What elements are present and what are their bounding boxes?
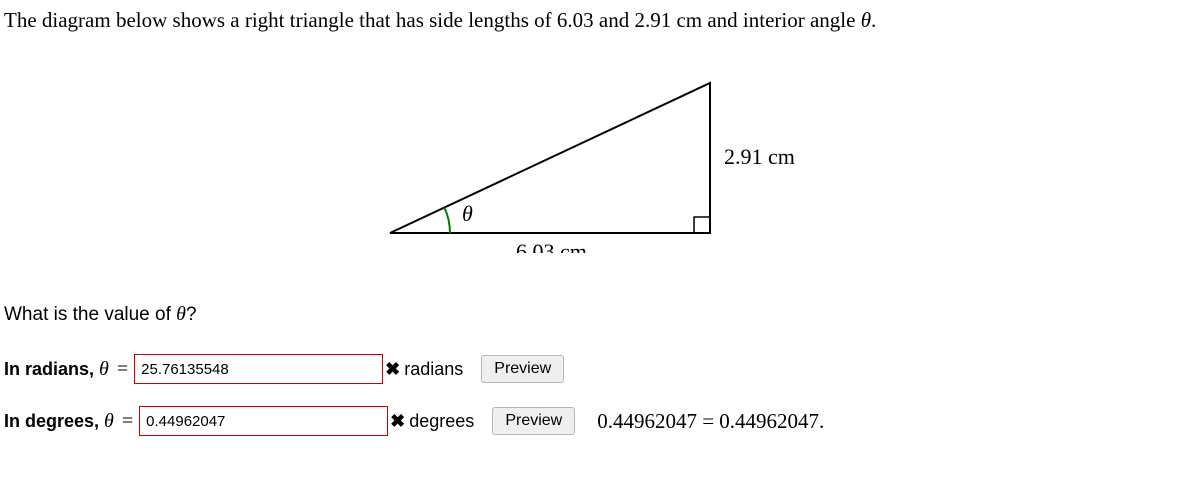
triangle-svg: θ 6.03 cm 2.91 cm (380, 73, 820, 253)
radians-row: In radians, θ = ✖ radians Preview (4, 354, 1196, 384)
radians-unit: radians (404, 359, 463, 380)
prompt-mid: and (594, 8, 635, 32)
question-post: ? (186, 304, 197, 325)
prompt-side2: 2.91 (634, 8, 671, 32)
degrees-input[interactable] (139, 406, 388, 436)
svg-text:2.91 cm: 2.91 cm (724, 144, 795, 169)
problem-statement: The diagram below shows a right triangle… (4, 8, 1196, 33)
prompt-side1: 6.03 (557, 8, 594, 32)
degrees-preview-button[interactable]: Preview (492, 407, 575, 435)
radians-input[interactable] (134, 354, 383, 384)
radians-preview-button[interactable]: Preview (481, 355, 564, 383)
radians-label: In radians, θ (4, 358, 109, 381)
svg-text:θ: θ (462, 201, 473, 226)
degrees-eq: = (122, 410, 133, 433)
svg-text:6.03 cm: 6.03 cm (516, 239, 587, 253)
radians-eq: = (117, 358, 128, 381)
degrees-row: In degrees, θ = ✖ degrees Preview 0.4496… (4, 406, 1196, 436)
degrees-unit: degrees (409, 411, 474, 432)
question-pre: What is the value of (4, 304, 176, 325)
question-theta: θ (176, 303, 186, 325)
prompt-post: . (871, 8, 876, 32)
prompt-pre: The diagram below shows a right triangle… (4, 8, 557, 32)
radians-label-pre: In radians, (4, 359, 99, 379)
wrong-icon: ✖ (385, 359, 400, 380)
degrees-label-pre: In degrees, (4, 411, 104, 431)
triangle-diagram: θ 6.03 cm 2.91 cm (4, 73, 1196, 253)
wrong-icon: ✖ (390, 411, 405, 432)
degrees-feedback: 0.44962047 = 0.44962047. (597, 409, 824, 434)
degrees-label: In degrees, θ (4, 410, 114, 433)
radians-theta: θ (99, 358, 109, 380)
question-line: What is the value of θ? (4, 303, 1196, 326)
prompt-theta: θ (861, 8, 871, 32)
prompt-unit: cm and interior angle (671, 8, 861, 32)
degrees-theta: θ (104, 410, 114, 432)
